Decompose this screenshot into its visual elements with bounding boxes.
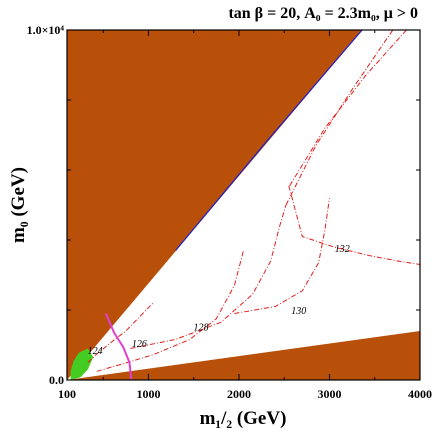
axis-layer: 100 1000 2000 3000 4000 0.0 1.0×10⁴ <box>27 23 432 401</box>
green-region-region <box>70 348 94 380</box>
plot-frame <box>66 29 421 381</box>
contour-132 <box>288 185 420 265</box>
contour-128 <box>130 204 287 349</box>
x-tick-label-2000: 2000 <box>227 387 251 401</box>
y-axis-title: m₀ (GeV) <box>8 167 29 243</box>
upper-excluded-region <box>67 30 363 380</box>
x-tick-label-4000: 4000 <box>408 387 432 401</box>
contour-label-layer: 124 126 128 130 132 <box>88 244 350 357</box>
region-layer <box>67 30 420 380</box>
chart-title: tan β = 20, A₀ = 2.3m₀, μ > 0 <box>228 5 418 22</box>
x-tick-label-100: 100 <box>58 387 76 401</box>
y-tick-label-0: 0.0 <box>49 373 64 387</box>
x-tick-label-3000: 3000 <box>317 387 341 401</box>
x-tick-label-1000: 1000 <box>136 387 160 401</box>
contour-124 <box>87 302 154 363</box>
contour-label-124: 124 <box>88 346 103 357</box>
blue-edge <box>175 30 363 251</box>
lower-excluded-region <box>67 331 420 380</box>
contour-130 <box>234 197 330 314</box>
contour-126 <box>96 250 244 372</box>
contour-label-126: 126 <box>132 339 147 350</box>
contour-label-130: 130 <box>291 306 306 317</box>
pink-curve <box>104 313 133 380</box>
y-tick-label-10000: 1.0×10⁴ <box>27 23 65 37</box>
contour-branch-6 <box>289 30 407 186</box>
contour-label-132: 132 <box>335 244 350 255</box>
contour-layer <box>87 30 420 380</box>
x-axis-title: m₁/₂ (GeV) <box>200 408 287 429</box>
contour-label-128: 128 <box>194 323 209 334</box>
contour-branch-5 <box>285 30 394 206</box>
